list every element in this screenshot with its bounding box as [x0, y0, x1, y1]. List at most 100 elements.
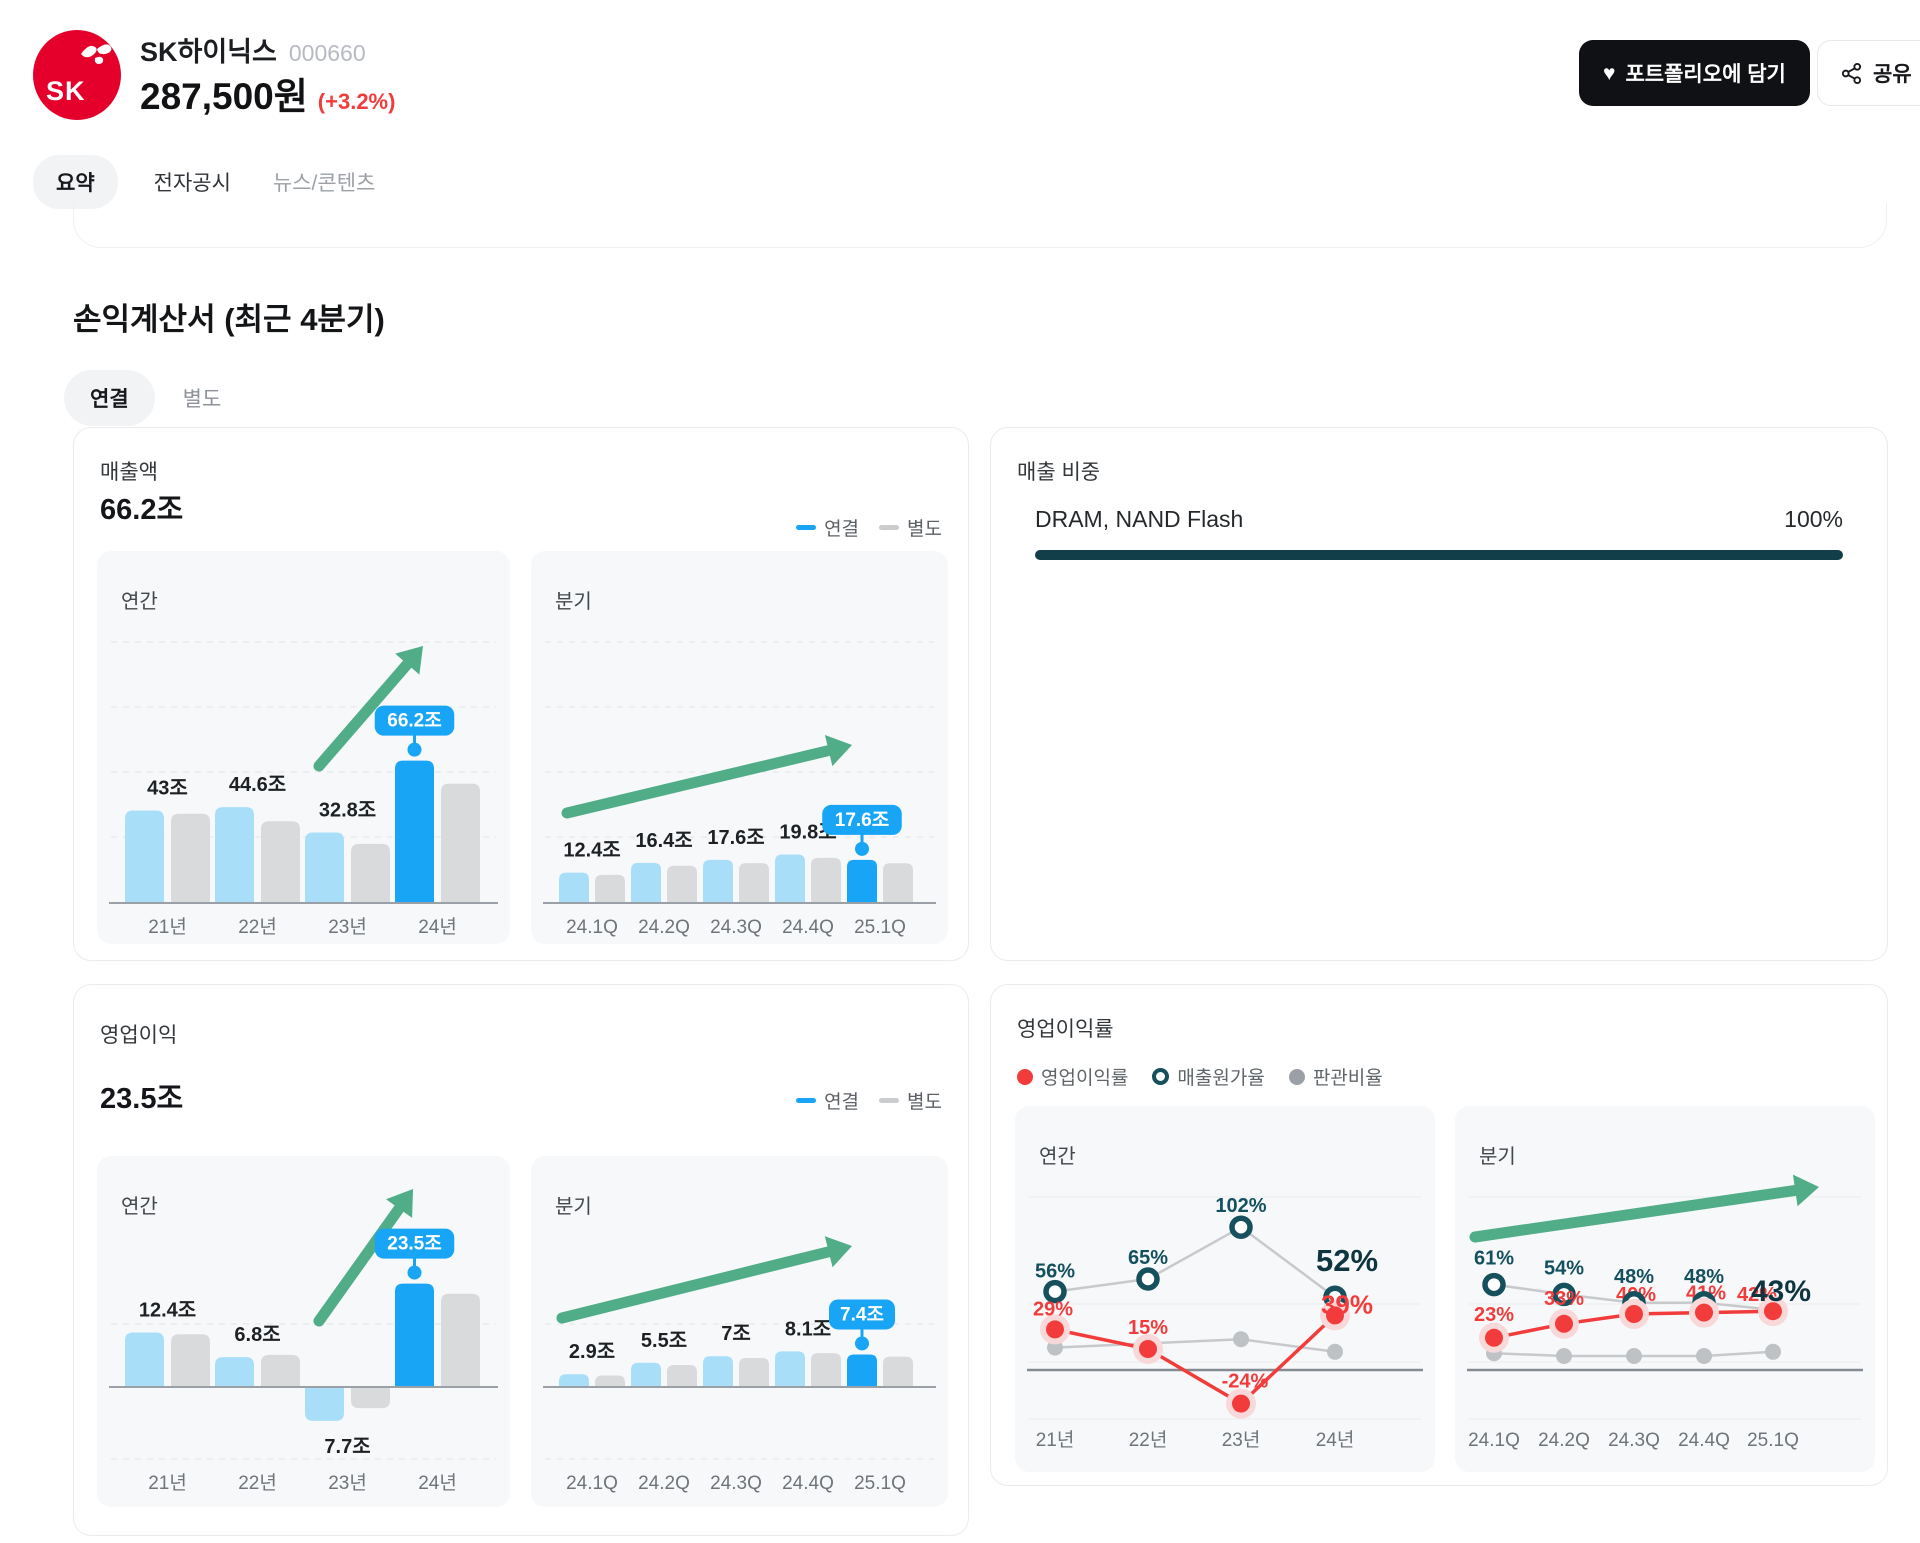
svg-text:32.8조: 32.8조 — [319, 799, 376, 821]
svg-text:24.4Q: 24.4Q — [1678, 1430, 1730, 1451]
panel-label: 분기 — [555, 1196, 592, 1218]
panel-label: 연간 — [121, 1196, 158, 1218]
operating-profit-card: 영업이익 23.5조 연결 별도 연간 12.4조 21년 6.8조 22년 7.7조 23… — [73, 984, 969, 1536]
svg-text:24.4Q: 24.4Q — [782, 1473, 834, 1494]
svg-text:12.4조: 12.4조 — [139, 1299, 196, 1321]
company-name: SK하이닉스 — [140, 37, 277, 67]
legend-separate: 별도 — [879, 514, 942, 541]
svg-text:65%: 65% — [1128, 1247, 1168, 1269]
legend-operating-margin: 영업이익률 — [1017, 1063, 1128, 1090]
section-title: 손익계산서 (최근 4분기) — [73, 302, 385, 337]
svg-text:23년: 23년 — [1222, 1429, 1261, 1451]
margin-annual-chart: 연간 56% 65% 102% 52% 29% 15% -24% 39% 21년 22년 23년 24년 — [1015, 1106, 1435, 1472]
blue-dash-icon — [796, 1098, 817, 1103]
svg-text:24.1Q: 24.1Q — [566, 917, 618, 938]
svg-text:54%: 54% — [1544, 1257, 1584, 1279]
legend-cogs-ratio: 매출원가율 — [1152, 1063, 1265, 1090]
consolidation-toggle: 연결 별도 — [64, 370, 239, 426]
svg-text:48%: 48% — [1614, 1266, 1654, 1288]
revenue-annual-chart: 연간 43조 21년 44.6조 22년 32.8조 23년 66.2조 24년 — [97, 551, 510, 944]
svg-text:43조: 43조 — [147, 778, 188, 800]
svg-text:22년: 22년 — [238, 916, 277, 938]
svg-text:7조: 7조 — [721, 1323, 751, 1345]
tab-summary[interactable]: 요약 — [33, 155, 118, 209]
revenue-card-value: 66.2조 — [100, 494, 184, 526]
svg-text:24년: 24년 — [418, 916, 457, 938]
margin-card-title: 영업이익률 — [1017, 1018, 1114, 1041]
svg-text:6.8조: 6.8조 — [234, 1324, 280, 1346]
ticker-code: 000660 — [288, 40, 366, 66]
company-header: SK하이닉스 000660 — [140, 30, 366, 69]
heart-icon: ♥ — [1603, 61, 1616, 85]
legend-separate: 별도 — [879, 1087, 942, 1114]
panel-label: 분기 — [555, 591, 592, 613]
series-legend: 연결 별도 — [796, 514, 942, 541]
revenue-card: 매출액 66.2조 연결 별도 연간 43조 21년 44.6조 22년 32.8조 23년… — [73, 427, 969, 961]
stock-price: 287,500원 — [140, 76, 308, 117]
svg-text:44.6조: 44.6조 — [229, 774, 286, 796]
series-legend: 연결 별도 — [796, 1087, 942, 1114]
teal-ring-icon — [1152, 1068, 1170, 1085]
svg-text:23년: 23년 — [328, 916, 367, 938]
red-dot-icon — [1017, 1068, 1033, 1085]
toggle-consolidated[interactable]: 연결 — [64, 370, 155, 426]
composition-item-percent: 100% — [1784, 506, 1843, 532]
sk-logo-text: SK — [46, 76, 86, 106]
svg-text:29%: 29% — [1033, 1298, 1073, 1320]
svg-text:17.6조: 17.6조 — [707, 827, 764, 849]
svg-text:16.4조: 16.4조 — [635, 830, 692, 852]
toggle-separate[interactable]: 별도 — [165, 370, 240, 426]
composition-card-title: 매출 비중 — [1017, 461, 1101, 484]
svg-text:12.4조: 12.4조 — [563, 840, 620, 862]
composition-row: DRAM, NAND Flash 100% — [1035, 506, 1843, 533]
price-change: (+3.2%) — [317, 89, 396, 114]
svg-text:5.5조: 5.5조 — [641, 1330, 687, 1352]
gray-dash-icon — [879, 1098, 900, 1103]
svg-text:56%: 56% — [1035, 1261, 1075, 1283]
svg-text:7.7조: 7.7조 — [324, 1436, 370, 1458]
legend-consolidated: 연결 — [796, 1087, 859, 1114]
profit-card-value: 23.5조 — [100, 1083, 184, 1115]
profit-card-title: 영업이익 — [100, 1024, 178, 1047]
svg-text:52%: 52% — [1316, 1243, 1378, 1278]
svg-text:24.3Q: 24.3Q — [710, 917, 762, 938]
panel-label: 연간 — [121, 591, 158, 613]
svg-text:2.9조: 2.9조 — [569, 1341, 615, 1363]
panel-label: 연간 — [1039, 1146, 1076, 1168]
profit-quarterly-chart: 분기 2.9조 24.1Q 5.5조 24.2Q 7조 24.3Q 8.1조 24.4Q 7.4조… — [531, 1156, 948, 1507]
svg-text:24년: 24년 — [1316, 1429, 1355, 1451]
tab-disclosures[interactable]: 전자공시 — [148, 166, 237, 198]
svg-text:102%: 102% — [1215, 1195, 1266, 1217]
svg-text:21년: 21년 — [1036, 1429, 1075, 1451]
svg-text:21년: 21년 — [148, 1472, 187, 1494]
svg-text:25.1Q: 25.1Q — [854, 1473, 906, 1494]
svg-text:66.2조: 66.2조 — [387, 711, 441, 732]
legend-consolidated: 연결 — [796, 514, 859, 541]
svg-text:21년: 21년 — [148, 916, 187, 938]
svg-text:23%: 23% — [1474, 1304, 1514, 1326]
svg-text:61%: 61% — [1474, 1248, 1514, 1270]
svg-text:22년: 22년 — [238, 1472, 277, 1494]
tab-news-content[interactable]: 뉴스/콘텐츠 — [267, 166, 381, 198]
svg-text:17.6조: 17.6조 — [835, 810, 889, 831]
sk-logo: SK — [33, 30, 121, 120]
portfolio-button-label: 포트폴리오에 담기 — [1625, 63, 1786, 86]
svg-text:24.4Q: 24.4Q — [782, 917, 834, 938]
profit-annual-chart: 연간 12.4조 21년 6.8조 22년 7.7조 23년 23.5조 24년 — [97, 1156, 510, 1507]
page-tabs: 요약 전자공시 뉴스/콘텐츠 — [33, 155, 381, 209]
sk-butterfly-icon — [81, 44, 112, 64]
revenue-composition-card: 매출 비중 DRAM, NAND Flash 100% — [990, 427, 1888, 961]
legend-sga-ratio: 판관비율 — [1288, 1063, 1383, 1090]
svg-text:24.3Q: 24.3Q — [1608, 1430, 1660, 1451]
share-icon — [1841, 62, 1862, 84]
svg-text:23년: 23년 — [328, 1472, 367, 1494]
add-to-portfolio-button[interactable]: ♥ 포트폴리오에 담기 — [1579, 40, 1810, 106]
svg-text:24.2Q: 24.2Q — [638, 1473, 690, 1494]
share-button-label: 공유 — [1873, 63, 1912, 86]
svg-text:24년: 24년 — [418, 1472, 457, 1494]
margin-quarterly-chart: 분기40%41%42%61%54%48%48%43%23%33%24.1Q24.… — [1455, 1106, 1875, 1472]
panel-label: 분기 — [1479, 1146, 1516, 1168]
share-button[interactable]: 공유 — [1817, 40, 1920, 106]
price-row: 287,500원 (+3.2%) — [140, 66, 395, 120]
gray-dot-icon — [1288, 1068, 1305, 1085]
